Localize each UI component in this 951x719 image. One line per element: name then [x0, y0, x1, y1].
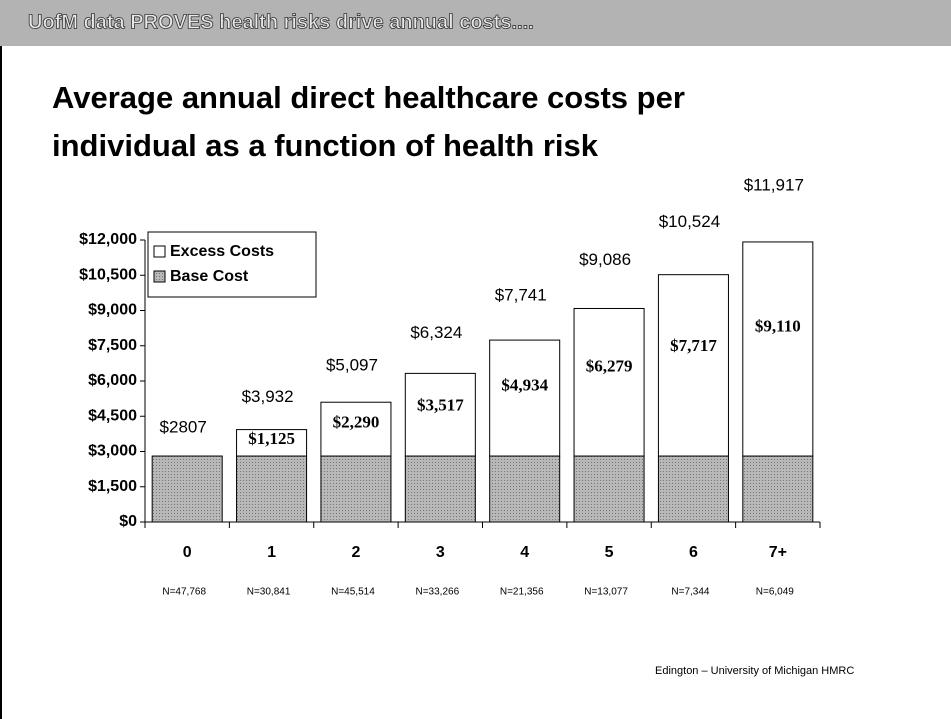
- x-tick-label: 6: [689, 544, 698, 561]
- category-note: N=33,266: [415, 587, 459, 598]
- bar-segment: [404, 455, 476, 523]
- y-tick-label: $7,500: [88, 337, 137, 354]
- source: Edington – University of Michigan HMRC: [655, 665, 854, 677]
- total-label: $9,086: [579, 250, 631, 269]
- total-label: $11,917: [744, 175, 804, 194]
- category-note: N=13,077: [584, 587, 628, 598]
- value-label: $1,125: [248, 429, 295, 448]
- y-tick-label: $0: [119, 513, 137, 530]
- chart-title: Average annual direct healthcare costs p…: [52, 80, 685, 115]
- bar-segment: [657, 455, 729, 523]
- y-tick-label: $9,000: [88, 302, 137, 319]
- category-note: N=47,768: [162, 587, 206, 598]
- header-banner: [0, 0, 951, 46]
- value-label: $7,717: [670, 336, 717, 355]
- x-tick-label: 0: [183, 544, 192, 561]
- total-label: $3,932: [242, 387, 294, 406]
- category-note: N=6,049: [756, 587, 795, 598]
- y-tick-label: $1,500: [88, 478, 137, 495]
- y-tick-label: $12,000: [79, 231, 137, 248]
- y-tick-label: $3,000: [88, 443, 137, 460]
- bar-segment: [151, 455, 223, 523]
- y-tick-label: $4,500: [88, 407, 137, 424]
- total-label: $6,324: [410, 323, 462, 342]
- value-label: $9,110: [755, 316, 801, 335]
- y-tick-label: $10,500: [79, 266, 137, 283]
- value-label: $3,517: [417, 395, 464, 414]
- bar-segment: [489, 455, 561, 523]
- category-note: N=7,344: [671, 587, 710, 598]
- category-note: N=45,514: [331, 587, 375, 598]
- x-tick-label: 3: [436, 544, 445, 561]
- bar-segment: [320, 455, 392, 523]
- bar-segment: [742, 241, 814, 457]
- bar-segment: [657, 274, 729, 457]
- x-tick-label: 4: [520, 544, 529, 561]
- total-label: $2807: [160, 418, 207, 437]
- bar-segment: [742, 455, 814, 523]
- category-note: N=21,356: [500, 587, 544, 598]
- bar-segment: [236, 455, 308, 523]
- x-tick-label: 5: [605, 544, 614, 561]
- bar-segment: [489, 339, 561, 457]
- value-label: $2,290: [333, 413, 380, 432]
- value-label: $4,934: [501, 375, 548, 394]
- bar-segment: [573, 455, 645, 523]
- x-tick-label: 2: [351, 544, 360, 561]
- chart-title: individual as a function of health risk: [52, 128, 599, 163]
- total-label: $10,524: [659, 212, 720, 231]
- legend-label: Base Cost: [170, 268, 249, 285]
- legend-label: Excess Costs: [170, 243, 274, 260]
- bar-segment: [404, 372, 476, 457]
- bar-segment: [320, 401, 392, 457]
- x-tick-label: 1: [267, 544, 276, 561]
- legend-box: [147, 231, 317, 298]
- header-text: UofM data PROVES health risks drive annu…: [28, 11, 534, 33]
- total-label: $7,741: [495, 286, 547, 305]
- category-note: N=30,841: [247, 587, 291, 598]
- x-tick-label: 7+: [769, 544, 787, 561]
- legend-swatch: [153, 270, 166, 283]
- legend-swatch: [153, 245, 166, 258]
- total-label: $5,097: [326, 356, 378, 375]
- bar-segment: [573, 307, 645, 457]
- y-tick-label: $6,000: [88, 372, 137, 389]
- value-label: $6,279: [586, 356, 633, 375]
- bar-segment: [236, 429, 308, 457]
